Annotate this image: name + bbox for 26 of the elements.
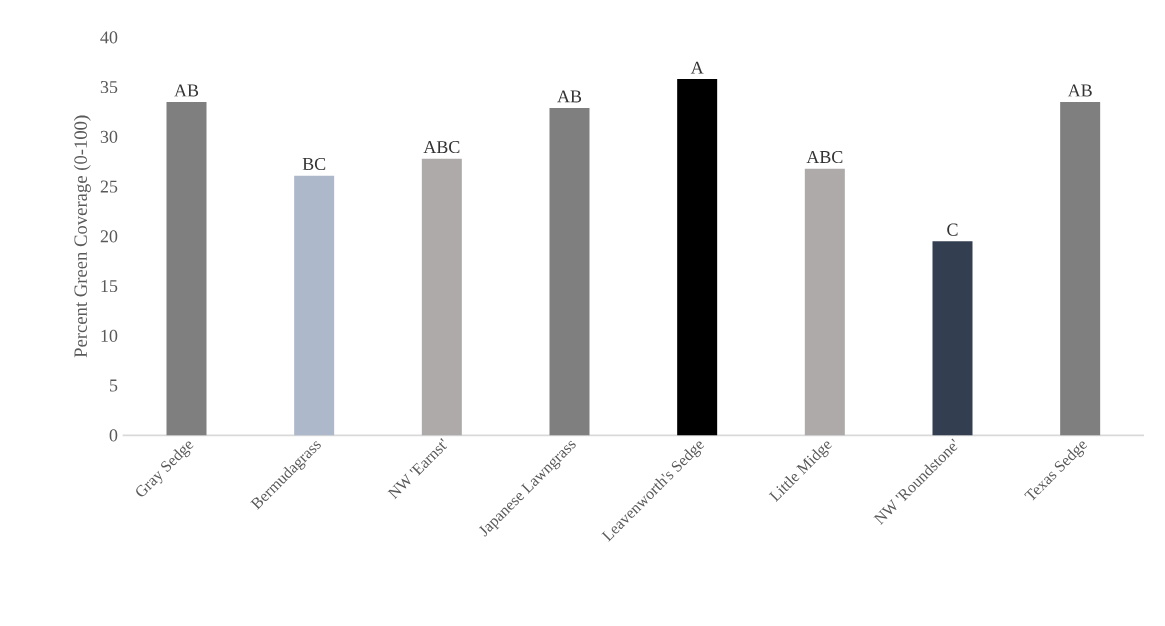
bar [932,241,973,436]
bar [1060,102,1101,436]
y-tick-label: 40 [100,31,118,44]
data-label: AB [557,90,582,103]
y-axis-title: Percent Green Coverage (0-100) [73,115,91,358]
data-label: A [690,61,704,74]
y-tick-label: 15 [101,280,118,293]
y-tick-label: 30 [100,130,118,143]
data-label: BC [302,157,326,171]
y-tick-label: 5 [110,379,118,392]
bar [804,168,845,436]
bar [166,102,207,436]
data-label: ABC [423,141,460,154]
bar [421,158,462,436]
data-label: AB [1067,84,1092,97]
bar [677,79,718,436]
bar [549,107,590,436]
bar [294,175,335,436]
y-tick-label: 10 [101,329,118,342]
data-label: AB [174,84,199,97]
y-tick-label: 20 [100,230,118,243]
y-tick-label: 0 [109,429,118,442]
y-tick-label: 25 [100,180,118,193]
y-tick-label: 35 [100,81,118,94]
data-label: C [947,223,958,236]
data-label: ABC [806,150,843,164]
